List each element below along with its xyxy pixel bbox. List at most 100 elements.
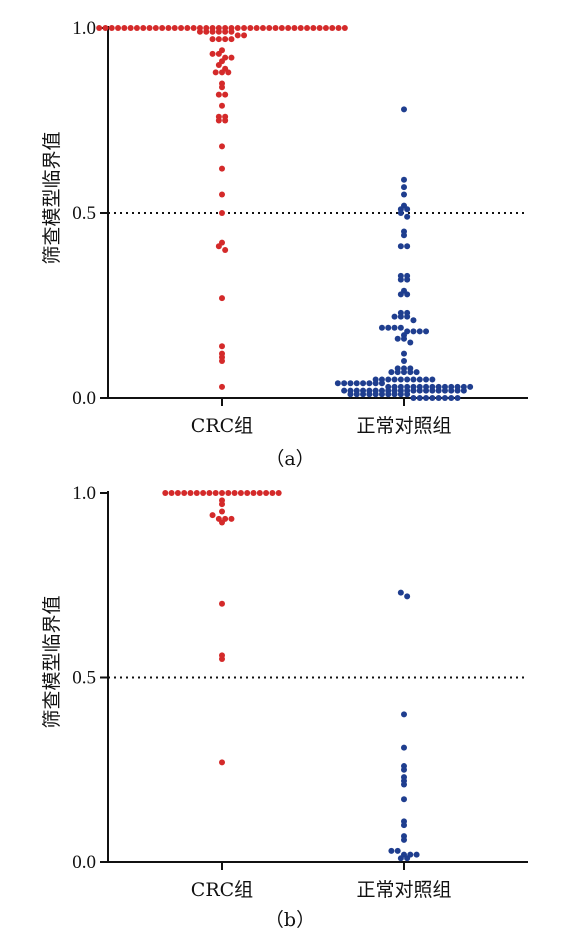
y-tick-label: 0.5 bbox=[72, 668, 96, 689]
data-point bbox=[209, 512, 216, 519]
data-point bbox=[96, 25, 103, 31]
data-point bbox=[401, 796, 407, 803]
data-point bbox=[401, 836, 407, 843]
data-point bbox=[269, 490, 276, 496]
data-point bbox=[404, 391, 411, 398]
data-point bbox=[423, 328, 430, 335]
data-point bbox=[341, 387, 348, 394]
data-point bbox=[347, 391, 354, 398]
data-point bbox=[297, 25, 304, 31]
data-point bbox=[219, 519, 225, 526]
y-tick-label: 0.0 bbox=[72, 852, 96, 873]
y-axis-label: 筛查模型临界值 bbox=[41, 595, 63, 728]
data-point bbox=[219, 656, 225, 663]
data-point bbox=[241, 25, 248, 31]
data-point bbox=[222, 36, 229, 43]
data-point bbox=[360, 380, 367, 387]
data-point bbox=[215, 36, 222, 43]
category-label: CRC组 bbox=[191, 879, 253, 901]
data-point bbox=[413, 369, 420, 376]
data-point bbox=[460, 387, 467, 394]
data-point bbox=[219, 143, 225, 150]
data-point bbox=[225, 490, 232, 496]
data-point bbox=[244, 490, 251, 496]
data-point bbox=[394, 369, 401, 376]
data-point bbox=[448, 395, 455, 401]
data-point bbox=[416, 387, 423, 394]
data-point bbox=[215, 91, 222, 98]
data-point bbox=[401, 350, 407, 357]
data-point bbox=[341, 25, 348, 31]
data-point bbox=[404, 243, 411, 250]
data-point bbox=[404, 593, 411, 600]
data-point bbox=[127, 25, 134, 31]
data-point bbox=[219, 84, 225, 91]
category-label: 正常对照组 bbox=[356, 415, 451, 437]
data-point bbox=[329, 25, 336, 31]
data-point bbox=[401, 176, 407, 183]
data-point bbox=[410, 317, 417, 324]
data-point bbox=[341, 380, 348, 387]
data-point bbox=[222, 28, 229, 35]
data-point bbox=[228, 54, 235, 61]
data-point bbox=[441, 387, 448, 394]
data-point bbox=[397, 376, 404, 383]
data-point bbox=[259, 25, 266, 31]
data-point bbox=[410, 328, 417, 335]
data-point bbox=[441, 395, 448, 401]
data-point bbox=[222, 117, 229, 124]
data-point bbox=[219, 295, 225, 302]
data-point bbox=[404, 313, 411, 320]
data-point bbox=[378, 380, 385, 387]
data-point bbox=[228, 515, 235, 522]
data-point bbox=[435, 395, 442, 401]
data-point bbox=[388, 369, 395, 376]
data-point bbox=[372, 391, 379, 398]
data-point bbox=[215, 243, 222, 250]
data-point bbox=[316, 25, 323, 31]
data-point bbox=[200, 490, 207, 496]
data-point bbox=[401, 369, 407, 376]
data-point bbox=[401, 781, 407, 788]
data-point bbox=[394, 847, 401, 854]
data-point bbox=[435, 387, 442, 394]
data-point bbox=[266, 25, 273, 31]
data-point bbox=[413, 851, 420, 858]
data-point bbox=[378, 324, 385, 331]
data-point bbox=[190, 25, 197, 31]
data-point bbox=[397, 291, 404, 298]
data-point bbox=[397, 210, 404, 216]
data-point bbox=[360, 391, 367, 398]
data-point bbox=[187, 490, 194, 496]
data-point bbox=[454, 387, 461, 394]
data-point bbox=[335, 25, 342, 31]
data-point bbox=[397, 243, 404, 250]
data-point bbox=[385, 391, 392, 398]
chart-b: 0.0 0.5 1.0 CRC组 正常对照组 筛查模型临界值 （b） bbox=[41, 483, 528, 931]
data-point bbox=[178, 25, 185, 31]
data-point bbox=[168, 490, 175, 496]
data-point bbox=[385, 324, 392, 331]
data-point bbox=[219, 600, 225, 607]
data-point bbox=[181, 490, 188, 496]
data-point bbox=[225, 69, 232, 76]
data-point bbox=[193, 490, 200, 496]
data-point bbox=[454, 395, 461, 401]
data-point bbox=[219, 501, 225, 508]
data-point bbox=[391, 324, 398, 331]
data-point bbox=[171, 25, 178, 31]
data-point bbox=[391, 376, 398, 383]
data-point bbox=[448, 387, 455, 394]
panel-caption: （b） bbox=[265, 909, 315, 931]
data-point bbox=[416, 376, 423, 383]
data-point bbox=[423, 395, 430, 401]
data-point bbox=[215, 117, 222, 124]
data-point bbox=[407, 339, 414, 346]
data-point bbox=[219, 343, 225, 350]
data-point bbox=[401, 335, 407, 342]
data-point bbox=[219, 165, 225, 172]
data-point bbox=[219, 383, 225, 390]
y-tick-label: 1.0 bbox=[72, 483, 96, 504]
data-point bbox=[372, 380, 379, 387]
data-point bbox=[140, 25, 147, 31]
